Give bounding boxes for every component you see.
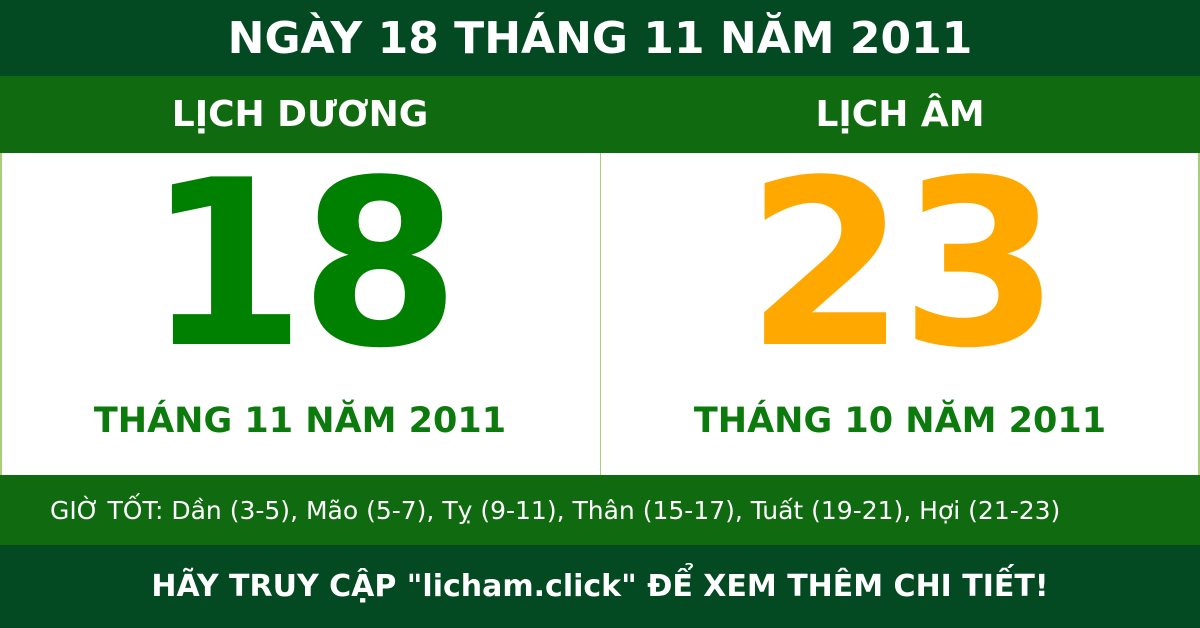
divider [600,153,601,475]
lunar-heading: LỊCH ÂM [815,94,985,135]
page-title: NGÀY 18 THÁNG 11 NĂM 2011 [0,0,1200,76]
column-headings: LỊCH DƯƠNG LỊCH ÂM [0,76,1200,153]
lunar-column: 23 THÁNG 10 NĂM 2011 [600,132,1200,475]
solar-day: 18 [145,132,460,399]
lunar-day: 23 [745,132,1060,399]
solar-month-year: THÁNG 11 NĂM 2011 [93,401,507,441]
footer-cta: HÃY TRUY CẬP "licham.click" ĐỂ XEM THÊM … [0,545,1200,628]
solar-heading: LỊCH DƯƠNG [171,94,429,135]
solar-column: 18 THÁNG 11 NĂM 2011 [0,132,600,475]
lunar-month-year: THÁNG 10 NĂM 2011 [693,401,1107,441]
good-hours: GIỜ TỐT: Dần (3-5), Mão (5-7), Tỵ (9-11)… [0,475,1200,545]
